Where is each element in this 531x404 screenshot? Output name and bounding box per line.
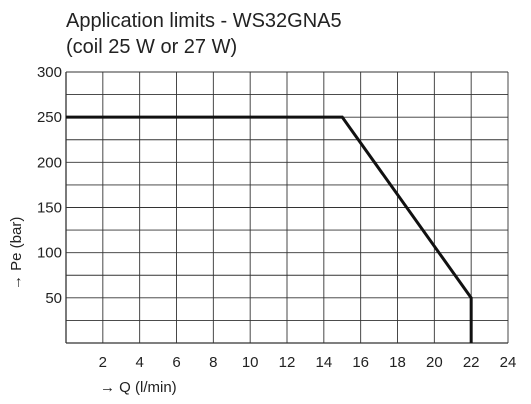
chart-title-line1: Application limits - WS32GNA5 (66, 10, 342, 32)
y-axis-label: → Pe (bar) (8, 217, 25, 290)
chart-title-line2: (coil 25 W or 27 W) (66, 36, 237, 58)
y-tick-label-50: 50 (45, 290, 62, 307)
x-tick-label-22: 22 (463, 354, 480, 371)
series-line-0 (66, 115, 473, 343)
y-tick-label-150: 150 (37, 200, 62, 217)
x-axis-label: → Q (l/min) (100, 379, 177, 396)
x-tick-label-2: 2 (99, 354, 107, 371)
grid (65, 71, 509, 344)
y-tick-label-200: 200 (37, 154, 62, 171)
x-tick-label-8: 8 (209, 354, 217, 371)
x-tick-label-20: 20 (426, 354, 443, 371)
x-tick-label-12: 12 (279, 354, 296, 371)
x-tick-label-6: 6 (172, 354, 180, 371)
x-tick-label-14: 14 (315, 354, 332, 371)
x-tick-label-10: 10 (242, 354, 259, 371)
x-tick-label-4: 4 (135, 354, 143, 371)
y-tick-label-100: 100 (37, 245, 62, 262)
series-layer (66, 115, 473, 343)
y-tick-label-250: 250 (37, 109, 62, 126)
x-tick-label-24: 24 (500, 354, 517, 371)
x-tick-label-16: 16 (352, 354, 369, 371)
y-tick-label-300: 300 (37, 64, 62, 81)
x-tick-label-18: 18 (389, 354, 406, 371)
